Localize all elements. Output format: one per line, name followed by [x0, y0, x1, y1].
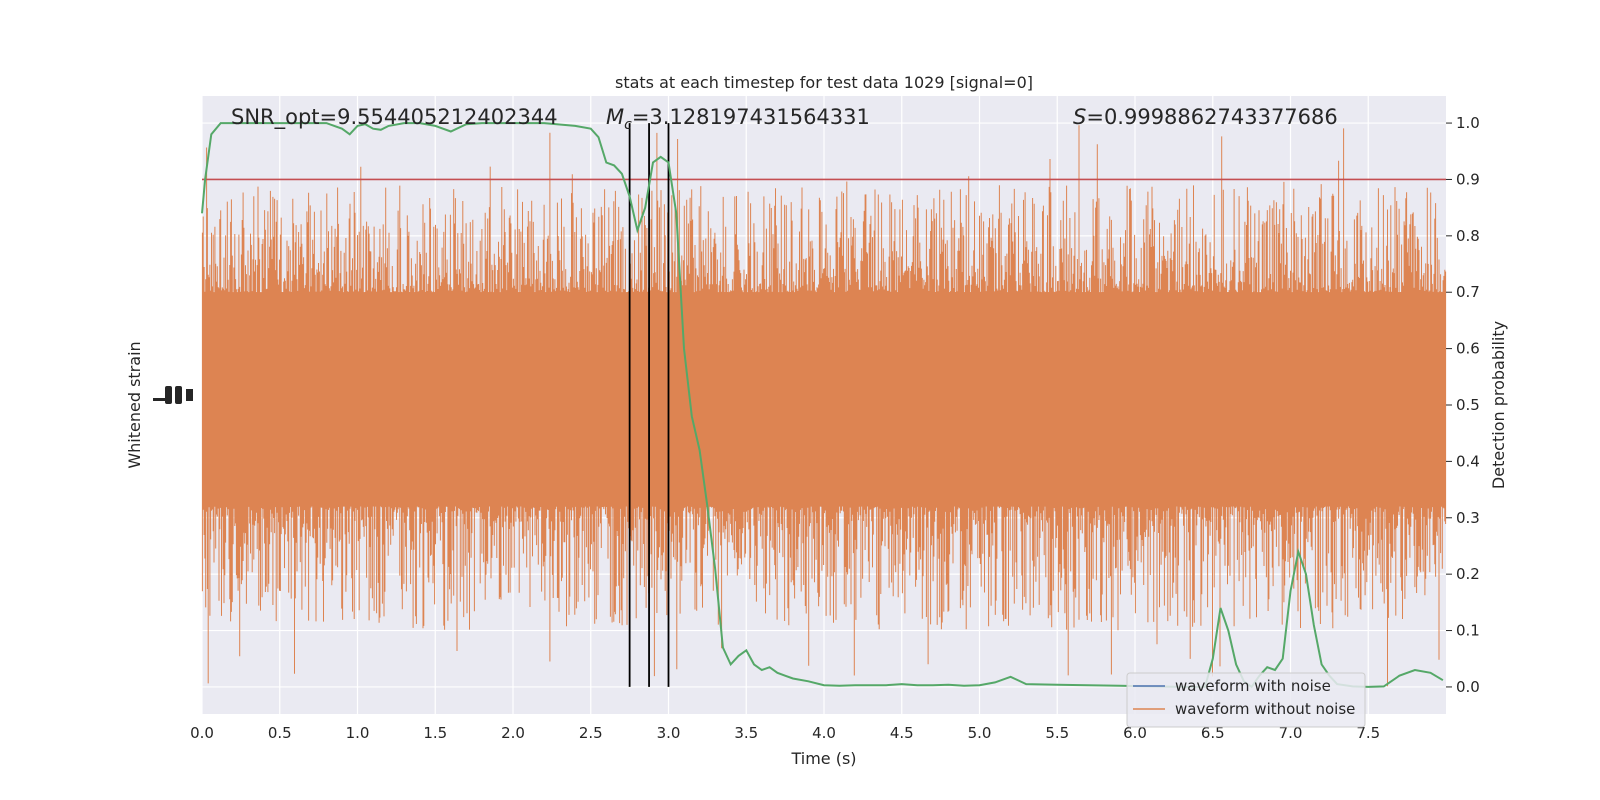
- x-tick-5.0: 5.0: [968, 724, 992, 742]
- snr-annotation: SNR_opt=9.554405212402344: [231, 105, 558, 130]
- legend-label-with-noise: waveform with noise: [1175, 677, 1331, 695]
- detection-marks: [201, 122, 1446, 689]
- detection-probability-line: [201, 122, 1444, 689]
- y-tick-0.1: 0.1: [1456, 622, 1480, 640]
- x-tick-6.5: 6.5: [1201, 724, 1225, 742]
- y-tick-0.5: 0.5: [1456, 396, 1480, 414]
- left-axis-tick-glyphs: [153, 386, 193, 404]
- x-tick-0.0: 0.0: [190, 724, 214, 742]
- y-axis-left-label: Whitened strain: [125, 341, 144, 468]
- y-tick-0.2: 0.2: [1456, 565, 1480, 583]
- x-tick-0.5: 0.5: [268, 724, 292, 742]
- waveform-without-noise-band: [201, 125, 1447, 687]
- y-tick-0.6: 0.6: [1456, 340, 1480, 358]
- x-tick-3.5: 3.5: [734, 724, 758, 742]
- y-tick-0.9: 0.9: [1456, 170, 1480, 188]
- y-axis-right-label: Detection probability: [1489, 321, 1508, 489]
- x-tick-7.5: 7.5: [1356, 724, 1380, 742]
- x-axis-label: Time (s): [790, 749, 856, 768]
- legend: waveform with noise waveform without noi…: [1126, 672, 1366, 728]
- y-tick-0.4: 0.4: [1456, 452, 1480, 470]
- legend-box: [1126, 672, 1366, 728]
- chart-title: stats at each timestep for test data 102…: [615, 73, 1033, 92]
- x-tick-2.0: 2.0: [501, 724, 525, 742]
- x-tick-7.0: 7.0: [1279, 724, 1303, 742]
- y-tick-0.3: 0.3: [1456, 509, 1480, 527]
- axis-ticks: 0.0 0.5 1.0 1.5 2.0 2.5 3.0 3.5 4.0 4.5 5.0 5.5 6.0 6…: [190, 114, 1480, 742]
- x-tick-1.5: 1.5: [423, 724, 447, 742]
- x-tick-4.5: 4.5: [890, 724, 914, 742]
- score-annotation: S=0.9998862743377686: [1073, 105, 1338, 129]
- waveform-spikes: [201, 125, 1447, 687]
- legend-label-without-noise: waveform without noise: [1175, 700, 1355, 718]
- x-tick-5.5: 5.5: [1045, 724, 1069, 742]
- y-tick-1.0: 1.0: [1456, 114, 1480, 132]
- x-tick-3.0: 3.0: [657, 724, 681, 742]
- y-tick-0.0: 0.0: [1456, 678, 1480, 696]
- x-tick-2.5: 2.5: [579, 724, 603, 742]
- chirp-mass-annotation: Mc=3.128197431564331: [606, 105, 870, 133]
- x-tick-4.0: 4.0: [812, 724, 836, 742]
- x-tick-6.0: 6.0: [1123, 724, 1147, 742]
- x-tick-1.0: 1.0: [346, 724, 370, 742]
- y-tick-0.7: 0.7: [1456, 283, 1480, 301]
- y-tick-0.8: 0.8: [1456, 227, 1480, 245]
